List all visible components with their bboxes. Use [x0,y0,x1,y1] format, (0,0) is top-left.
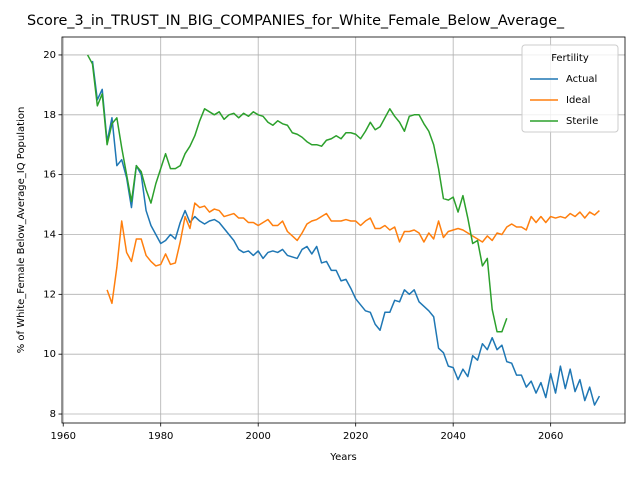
x-tick-label: 2040 [440,431,465,442]
y-tick-label: 10 [43,349,56,360]
y-tick-label: 8 [50,409,56,420]
y-tick-label: 18 [43,110,56,121]
y-tick-label: 12 [43,289,56,300]
legend-label: Actual [566,74,597,85]
ticks: 1960 1980 2000 2020 2040 2060 8 10 12 14 16 18 20 [43,50,563,442]
y-tick-label: 14 [43,229,56,240]
y-tick-label: 20 [43,50,56,61]
data-line [91,60,601,406]
legend-label: Ideal [566,95,590,106]
x-tick-label: 1960 [50,431,75,442]
x-tick-label: 1980 [148,431,173,442]
x-tick-label: 2020 [343,431,368,442]
y-tick-label: 16 [43,170,56,181]
legend-label: Sterile [566,116,598,127]
data-line [106,202,600,305]
legend-box [521,44,619,133]
legend: Fertility Actual Ideal Sterile [521,44,619,133]
x-tick-label: 2060 [538,431,563,442]
chart-title: Score_3_in_TRUST_IN_BIG_COMPANIES_for_Wh… [27,13,565,29]
data-line [86,54,508,333]
x-axis-label: Years [329,452,356,463]
legend-title: Fertility [551,53,589,64]
axes-frame [61,36,626,424]
x-tick-label: 2000 [245,431,270,442]
y-axis-label: % of White_Female Below_Average_IQ Popul… [16,107,27,354]
plot-lines [86,54,601,406]
